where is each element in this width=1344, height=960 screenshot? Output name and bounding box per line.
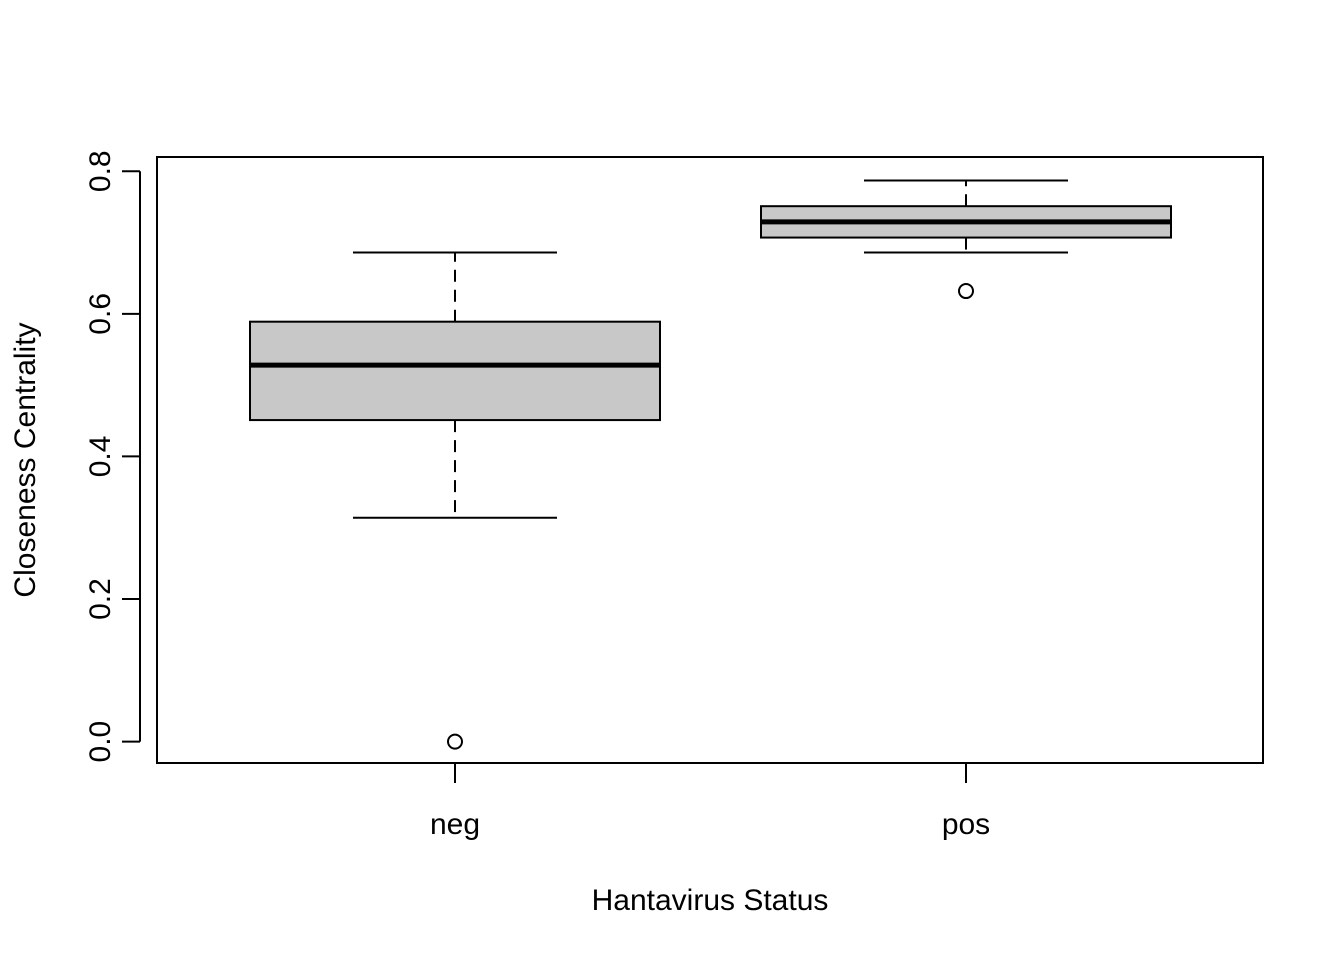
x-axis: neg pos [430, 762, 990, 841]
outlier-point-neg-0 [447, 733, 463, 750]
y-axis: 0.0 0.2 0.4 0.6 0.8 [84, 150, 141, 763]
y-axis-label: Closeness Centrality [9, 322, 42, 597]
y-tick-label-4: 0.8 [84, 150, 117, 192]
x-tick-label-pos: pos [942, 808, 990, 841]
y-tick-label-1: 0.2 [84, 578, 117, 620]
plot-frame [156, 156, 1264, 764]
y-tick-label-0: 0.0 [84, 721, 117, 763]
box-group-neg [249, 251, 661, 750]
y-tick-label-3: 0.6 [84, 293, 117, 335]
y-tick-label-2: 0.4 [84, 436, 117, 478]
chart-marks [249, 179, 1172, 750]
x-tick-label-neg: neg [430, 808, 480, 841]
box-group-pos [760, 179, 1172, 300]
outlier-point-pos-0 [958, 283, 974, 300]
box-neg [249, 320, 661, 422]
x-axis-label: Hantavirus Status [592, 884, 829, 917]
